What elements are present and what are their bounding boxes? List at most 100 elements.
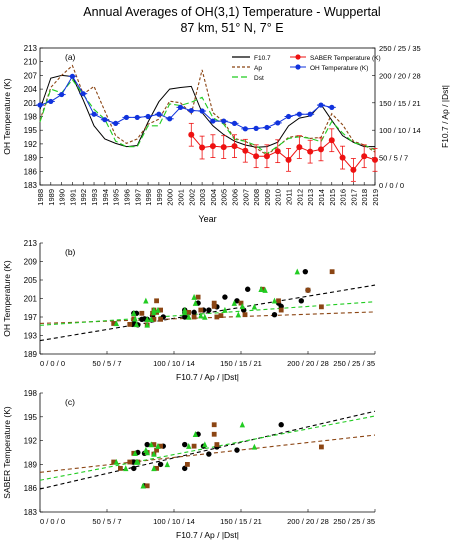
point-ap [211, 300, 217, 306]
y-left-tick-label: 189 [24, 154, 38, 163]
x-tick-label: 1993 [90, 189, 99, 206]
point-f107 [245, 286, 251, 292]
series-saber-point [350, 166, 357, 173]
point-dst [135, 458, 141, 465]
x-tick-label: 2000 [166, 189, 175, 206]
panel-a: 183 186 189 192 195 198 201 204 207 210 213 0 / 0 /… [2, 44, 450, 224]
series-saber-point [188, 131, 195, 138]
point-f107 [271, 311, 278, 318]
x-tick-label: 2015 [328, 189, 337, 206]
series-oh-point [264, 124, 270, 131]
x-tick-label: 1988 [36, 189, 45, 206]
point-dst [258, 286, 264, 292]
series-saber-point [220, 144, 227, 151]
series-saber-point [263, 153, 270, 160]
x-tick-label: 1998 [144, 189, 153, 206]
y-left-tick-label: 204 [24, 85, 38, 94]
x-tick-label: 2016 [339, 189, 348, 206]
x-tick-label: 2019 [371, 189, 380, 206]
legend-saber-label: SABER Temperature (K) [310, 55, 381, 62]
point-ap [329, 269, 335, 275]
point-ap [158, 316, 163, 322]
point-dst [151, 450, 157, 457]
y-right-axis-label: F10.7 / Ap / |Dst| [440, 85, 450, 148]
y-right-tick-label: 150 / 15 / 21 [379, 99, 421, 108]
y-tick-label: 201 [24, 295, 38, 304]
point-ap [319, 304, 324, 310]
point-f107 [278, 422, 284, 428]
point-f107 [234, 447, 240, 453]
series-oh-point [285, 113, 292, 120]
point-ap [319, 444, 324, 450]
point-dst [123, 465, 129, 472]
x-tick-label: 1990 [58, 189, 67, 206]
y-tick-label: 213 [24, 239, 38, 248]
point-dst [251, 303, 258, 310]
point-ap [191, 443, 197, 449]
fit-dst-line [39, 415, 376, 481]
point-dst [140, 482, 146, 489]
point-dst [251, 443, 258, 450]
series-oh-point [80, 91, 86, 97]
point-f107 [131, 465, 137, 472]
y-left-tick-label: 198 [24, 113, 38, 122]
point-dst [155, 442, 161, 449]
x-tick-label: 2018 [360, 189, 369, 206]
series-saber-point [231, 143, 238, 150]
point-f107 [222, 294, 228, 300]
y-tick-label: 186 [24, 484, 38, 493]
point-ap [185, 462, 190, 467]
y-left-tick-label: 210 [24, 58, 38, 67]
y-left-tick-label: 186 [24, 167, 38, 176]
y-left-tick-label: 207 [24, 71, 38, 80]
point-ap [278, 307, 284, 313]
point-dst [131, 310, 137, 316]
y-left-tick-label: 192 [24, 140, 38, 149]
x-tick-label: 250 / 25 / 35 [333, 517, 375, 526]
point-dst [151, 306, 157, 313]
point-ap [191, 314, 197, 320]
x-tick-label: 50 / 5 / 7 [92, 359, 121, 368]
y-tick-label: 197 [24, 313, 38, 322]
panel-label: (b) [65, 247, 76, 257]
x-tick-label: 2005 [220, 189, 229, 206]
point-ap [151, 316, 157, 322]
x-tick-label: 2013 [306, 189, 315, 206]
series-oh-point [134, 114, 140, 121]
panel-label: (a) [65, 52, 76, 62]
series-oh-point [123, 114, 130, 121]
point-ap [214, 314, 220, 320]
point-ap [154, 298, 159, 304]
series-oh-point [156, 111, 162, 117]
x-tick-label: 2009 [263, 189, 272, 206]
point-dst [186, 313, 192, 320]
series-oh-point [48, 98, 54, 105]
x-tick-label: 1996 [122, 189, 131, 206]
series-f107-line [39, 74, 375, 148]
point-dst [148, 316, 154, 323]
x-tick-label: 1991 [68, 189, 77, 206]
series-saber-point [285, 156, 292, 163]
series-oh-point [113, 120, 119, 126]
panel-b: 189 193 197 201 205 209 213 0 / 0 / 0 50 / 5 / 7… [2, 239, 376, 382]
point-dst [133, 321, 140, 328]
point-f107 [191, 309, 197, 316]
series-ap-line [39, 64, 376, 156]
y-tick-label: 193 [24, 332, 38, 341]
series-oh-point [91, 111, 97, 117]
fit-f107-line [39, 284, 376, 342]
point-dst [182, 306, 188, 313]
series-oh-point [69, 73, 76, 79]
point-ap [211, 431, 217, 437]
series-saber-point [317, 146, 324, 153]
point-ap [242, 312, 248, 318]
legend-f107-label: F10.7 [254, 55, 271, 62]
series-saber-point [372, 156, 378, 163]
point-dst [202, 441, 208, 448]
y-tick-label: 195 [24, 413, 38, 422]
point-ap [127, 322, 133, 327]
point-ap [151, 442, 157, 447]
x-tick-label: 1992 [79, 189, 88, 206]
x-tick-label: 1999 [155, 189, 164, 206]
point-dst [113, 320, 120, 327]
